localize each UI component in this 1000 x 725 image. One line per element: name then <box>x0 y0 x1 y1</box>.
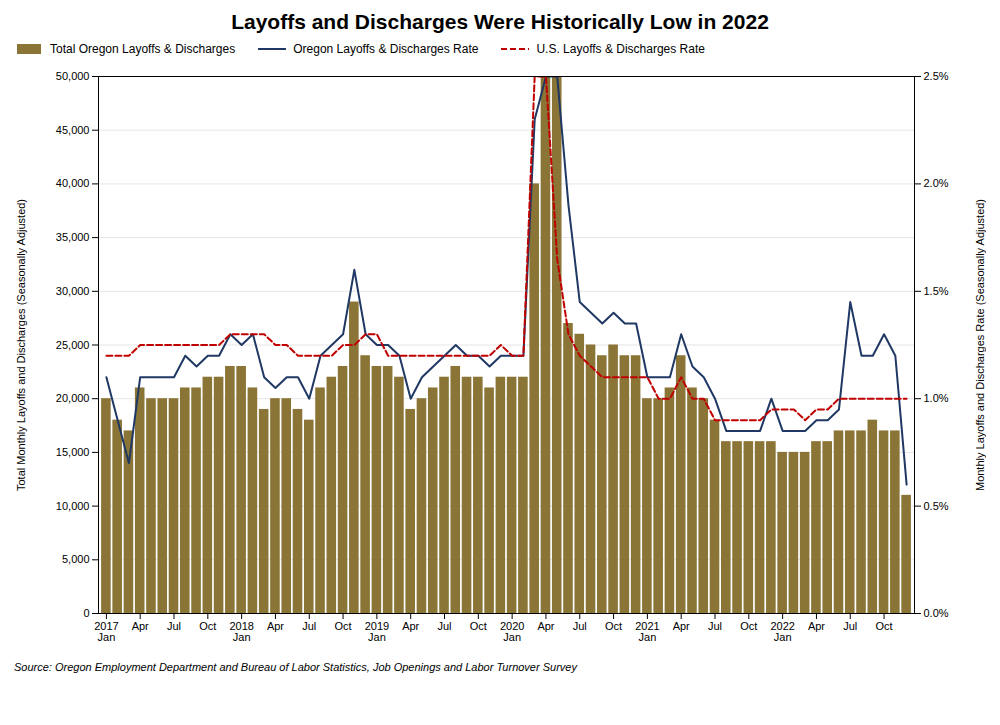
svg-text:40,000: 40,000 <box>56 177 90 189</box>
svg-text:Oct: Oct <box>605 620 622 632</box>
svg-text:Total Monthly Layoffs and Disc: Total Monthly Layoffs and Discharges (Se… <box>15 199 27 491</box>
html-text:Oregon Layoffs & Discharges Ra: Oregon Layoffs & Discharges Rate <box>293 42 479 56</box>
svg-text:Jul: Jul <box>708 620 722 632</box>
svg-text:1.5%: 1.5% <box>924 285 949 297</box>
svg-text:2018Jan: 2018Jan <box>229 620 253 643</box>
svg-text:Oct: Oct <box>470 620 487 632</box>
html-text:Total Oregon Layoffs & Dischar: Total Oregon Layoffs & Discharges <box>50 42 236 56</box>
svg-text:Oct: Oct <box>199 620 216 632</box>
html-text:Layoffs and Discharges Were Hi: Layoffs and Discharges Were Historically… <box>231 10 769 33</box>
svg-text:15,000: 15,000 <box>56 446 90 458</box>
html-text:Source: Oregon Employment Depa: Source: Oregon Employment Department and… <box>14 661 577 673</box>
svg-text:Apr: Apr <box>402 620 419 632</box>
svg-text:2.5%: 2.5% <box>924 70 949 82</box>
svg-text:Jul: Jul <box>437 620 451 632</box>
html-text:U.S. Layoffs & Discharges Rate: U.S. Layoffs & Discharges Rate <box>536 42 705 56</box>
svg-text:Apr: Apr <box>132 620 149 632</box>
svg-text:0.0%: 0.0% <box>924 607 949 619</box>
svg-text:5,000: 5,000 <box>62 553 90 565</box>
svg-text:25,000: 25,000 <box>56 339 90 351</box>
svg-text:Apr: Apr <box>537 620 554 632</box>
svg-text:2022Jan: 2022Jan <box>770 620 794 643</box>
svg-text:2020Jan: 2020Jan <box>500 620 524 643</box>
svg-text:2019Jan: 2019Jan <box>365 620 389 643</box>
svg-text:10,000: 10,000 <box>56 500 90 512</box>
svg-text:Oct: Oct <box>740 620 757 632</box>
svg-text:0: 0 <box>83 607 89 619</box>
svg-text:2.0%: 2.0% <box>924 177 949 189</box>
svg-text:Jul: Jul <box>843 620 857 632</box>
svg-text:45,000: 45,000 <box>56 124 90 136</box>
svg-text:Oct: Oct <box>335 620 352 632</box>
svg-text:2017Jan: 2017Jan <box>94 620 118 643</box>
svg-text:Oct: Oct <box>876 620 893 632</box>
svg-text:Jul: Jul <box>302 620 316 632</box>
svg-text:Apr: Apr <box>267 620 284 632</box>
svg-text:35,000: 35,000 <box>56 231 90 243</box>
svg-text:Apr: Apr <box>673 620 690 632</box>
svg-text:50,000: 50,000 <box>56 70 90 82</box>
svg-text:1.0%: 1.0% <box>924 392 949 404</box>
svg-text:2021Jan: 2021Jan <box>635 620 659 643</box>
svg-text:20,000: 20,000 <box>56 392 90 404</box>
svg-text:Monthly Layoffs and Discharges: Monthly Layoffs and Discharges Rate (Sea… <box>974 199 986 491</box>
svg-text:0.5%: 0.5% <box>924 500 949 512</box>
svg-text:Jul: Jul <box>573 620 587 632</box>
svg-text:30,000: 30,000 <box>56 285 90 297</box>
svg-text:Jul: Jul <box>167 620 181 632</box>
svg-text:Apr: Apr <box>808 620 825 632</box>
